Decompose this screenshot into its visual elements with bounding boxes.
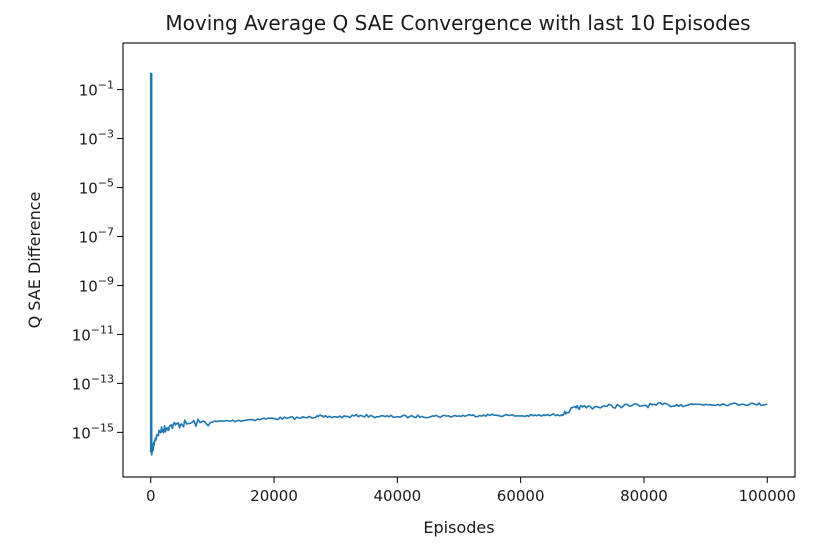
y-tick-label: 10−13 <box>72 372 114 393</box>
y-tick-label: 10−3 <box>79 128 114 149</box>
x-axis: 0 20000 40000 60000 80000 100000 <box>146 477 796 505</box>
y-tick-base: 10 <box>72 326 91 344</box>
x-tick-label: 0 <box>146 487 156 505</box>
y-tick-base: 10 <box>72 424 91 442</box>
y-tick-base: 10 <box>79 277 98 295</box>
x-tick-label: 60000 <box>497 487 545 505</box>
y-tick-base: 10 <box>79 228 98 246</box>
y-tick-label: 10−9 <box>79 274 114 295</box>
y-tick-exponent: −13 <box>91 372 114 385</box>
y-tick-label: 10−7 <box>79 225 114 246</box>
x-axis-label: Episodes <box>423 518 494 537</box>
y-tick-exponent: −15 <box>91 421 114 434</box>
y-tick-label: 10−15 <box>72 421 114 442</box>
series-line <box>149 72 768 456</box>
x-tick-label: 20000 <box>250 487 298 505</box>
y-tick-base: 10 <box>79 180 98 198</box>
x-tick-label: 80000 <box>620 487 668 505</box>
y-tick-exponent: −1 <box>98 79 114 92</box>
y-tick-label: 10−5 <box>79 177 114 198</box>
chart-title: Moving Average Q SAE Convergence with la… <box>165 11 750 35</box>
x-tick-label: 100000 <box>739 487 796 505</box>
y-tick-base: 10 <box>72 375 91 393</box>
y-tick-base: 10 <box>79 82 98 100</box>
y-tick-exponent: −7 <box>98 225 114 238</box>
y-tick-exponent: −3 <box>98 128 114 141</box>
y-tick-exponent: −11 <box>91 323 114 336</box>
y-tick-label: 10−11 <box>72 323 114 344</box>
x-tick-label: 40000 <box>373 487 421 505</box>
y-tick-exponent: −9 <box>98 274 114 287</box>
y-tick-exponent: −5 <box>98 177 114 190</box>
y-tick-base: 10 <box>79 131 98 149</box>
y-axis-label: Q SAE Difference <box>25 192 44 329</box>
plot-frame <box>122 42 796 478</box>
y-tick-label: 10−1 <box>79 79 114 100</box>
